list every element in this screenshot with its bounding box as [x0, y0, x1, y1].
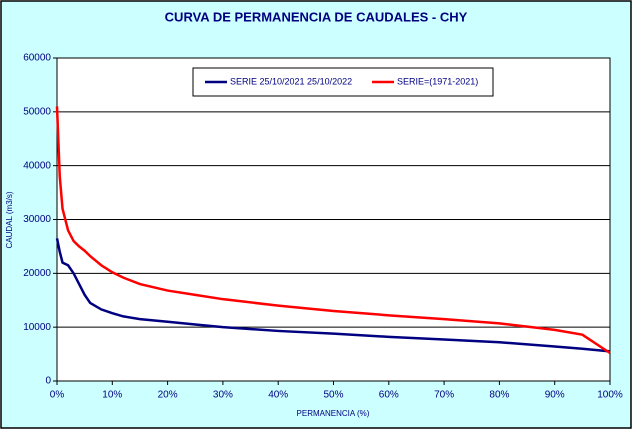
y-axis-title: CAUDAL (m3/s) — [5, 191, 14, 248]
x-tick-label: 60% — [379, 390, 399, 401]
chart-title: CURVA DE PERMANENCIA DE CAUDALES - CHY — [165, 9, 468, 24]
y-tick-label: 20000 — [23, 268, 51, 279]
y-tick-label: 40000 — [23, 160, 51, 171]
x-tick-label: 90% — [545, 390, 565, 401]
x-tick-label: 0% — [50, 390, 65, 401]
x-tick-label: 40% — [268, 390, 288, 401]
x-tick-label: 30% — [213, 390, 233, 401]
y-tick-label: 60000 — [23, 53, 51, 64]
x-tick-label: 10% — [102, 390, 122, 401]
series-line — [55, 238, 611, 353]
x-tick-label: 100% — [597, 390, 623, 401]
x-tick-label: 70% — [434, 390, 454, 401]
series-line — [55, 106, 611, 355]
x-tick-label: 80% — [489, 390, 509, 401]
legend-box — [192, 67, 494, 97]
x-tick-label: 50% — [323, 390, 343, 401]
y-tick-label: 10000 — [23, 322, 51, 333]
legend-label: SERIE 25/10/2021 25/10/2022 — [230, 76, 352, 86]
y-tick-label: 30000 — [23, 214, 51, 225]
x-axis-title: PERMANENCIA (%) — [297, 409, 370, 418]
legend-label: SERIE=(1971-2021) — [397, 76, 478, 86]
x-tick-label: 20% — [158, 390, 178, 401]
y-tick-label: 50000 — [23, 106, 51, 117]
y-tick-label: 0 — [45, 376, 51, 387]
